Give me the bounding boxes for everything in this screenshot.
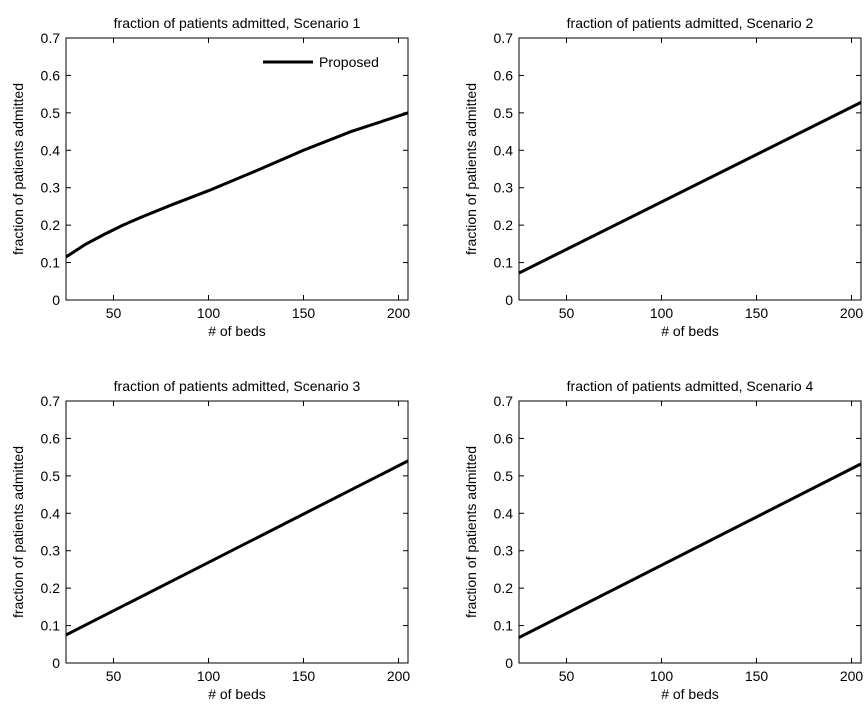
y-axis-label: fraction of patients admitted (463, 83, 479, 255)
y-tick-label: 0 (505, 292, 513, 308)
y-tick-label: 0 (52, 655, 60, 671)
y-tick-label: 0.6 (494, 67, 514, 83)
chart-panel-1: 50 100 150 200 0 0.1 0.2 0.3 0.4 0.5 0.6 0.7 fractio… (10, 15, 410, 339)
chart-panel-4: 50 100 150 200 0 0.1 0.2 0.3 0.4 0.5 0.6 0.7 fractio… (463, 378, 863, 702)
x-axis-label: # of beds (208, 686, 266, 702)
series-line-1 (518, 101, 862, 275)
y-tick-label: 0.5 (41, 468, 61, 484)
chart-title: fraction of patients admitted, Scenario … (567, 15, 814, 31)
y-tick-label: 0.5 (41, 105, 61, 121)
x-tick-label: 50 (106, 668, 122, 684)
y-tick-label: 0 (505, 655, 513, 671)
y-tick-label: 0.1 (494, 255, 514, 271)
x-tick-label: 150 (292, 305, 316, 321)
y-tick-label: 0.2 (494, 580, 514, 596)
x-axis-label: # of beds (208, 323, 266, 339)
x-tick-label: 200 (387, 305, 411, 321)
y-tick-label: 0 (52, 292, 60, 308)
chart-panel-2: 50 100 150 200 0 0.1 0.2 0.3 0.4 0.5 0.6 0.7 fractio… (463, 15, 863, 339)
y-tick-label: 0.4 (494, 142, 514, 158)
x-tick-label: 100 (197, 668, 221, 684)
chart-panel-3: 50 100 150 200 0 0.1 0.2 0.3 0.4 0.5 0.6 0.7 fractio… (10, 378, 410, 702)
y-axis-label: fraction of patients admitted (10, 446, 26, 618)
y-tick-label: 0.7 (494, 30, 514, 46)
y-tick-label: 0.4 (41, 505, 61, 521)
chart-title: fraction of patients admitted, Scenario … (114, 15, 361, 31)
legend-label: Proposed (319, 54, 379, 70)
y-tick-label: 0.6 (494, 430, 514, 446)
x-tick-label: 200 (387, 668, 411, 684)
series-line-1 (65, 459, 409, 637)
plot-frame (518, 400, 862, 664)
x-tick-label: 150 (745, 305, 769, 321)
y-tick-label: 0.5 (494, 105, 514, 121)
y-tick-label: 0.6 (41, 430, 61, 446)
x-axis-label: # of beds (661, 323, 719, 339)
x-tick-label: 200 (840, 305, 864, 321)
y-tick-label: 0.7 (41, 30, 61, 46)
x-tick-label: 100 (197, 305, 221, 321)
y-tick-label: 0.3 (41, 543, 61, 559)
y-tick-label: 0.7 (41, 393, 61, 409)
chart-title: fraction of patients admitted, Scenario … (114, 378, 361, 394)
y-axis-label: fraction of patients admitted (463, 446, 479, 618)
y-axis-label: fraction of patients admitted (10, 83, 26, 255)
x-tick-label: 50 (106, 305, 122, 321)
y-tick-label: 0.7 (494, 393, 514, 409)
x-tick-label: 50 (559, 668, 575, 684)
series-line-1 (65, 111, 409, 259)
series-line-1 (518, 462, 862, 639)
x-tick-label: 200 (840, 668, 864, 684)
y-tick-label: 0.2 (494, 217, 514, 233)
y-tick-label: 0.1 (41, 255, 61, 271)
plot-frame (65, 37, 409, 301)
x-tick-label: 150 (292, 668, 316, 684)
y-tick-label: 0.3 (494, 543, 514, 559)
y-tick-label: 0.5 (494, 468, 514, 484)
y-tick-label: 0.4 (494, 505, 514, 521)
y-tick-label: 0.3 (494, 180, 514, 196)
y-tick-label: 0.6 (41, 67, 61, 83)
y-tick-label: 0.2 (41, 580, 61, 596)
chart-title: fraction of patients admitted, Scenario … (567, 378, 814, 394)
x-tick-label: 100 (650, 305, 674, 321)
x-axis-label: # of beds (661, 686, 719, 702)
y-tick-label: 0.1 (494, 618, 514, 634)
x-tick-label: 150 (745, 668, 769, 684)
y-tick-label: 0.1 (41, 618, 61, 634)
x-tick-label: 50 (559, 305, 575, 321)
y-tick-label: 0.3 (41, 180, 61, 196)
y-tick-label: 0.2 (41, 217, 61, 233)
y-tick-label: 0.4 (41, 142, 61, 158)
plot-frame (65, 400, 409, 664)
legend: Proposed (263, 54, 379, 70)
x-tick-label: 100 (650, 668, 674, 684)
plot-frame (518, 37, 862, 301)
